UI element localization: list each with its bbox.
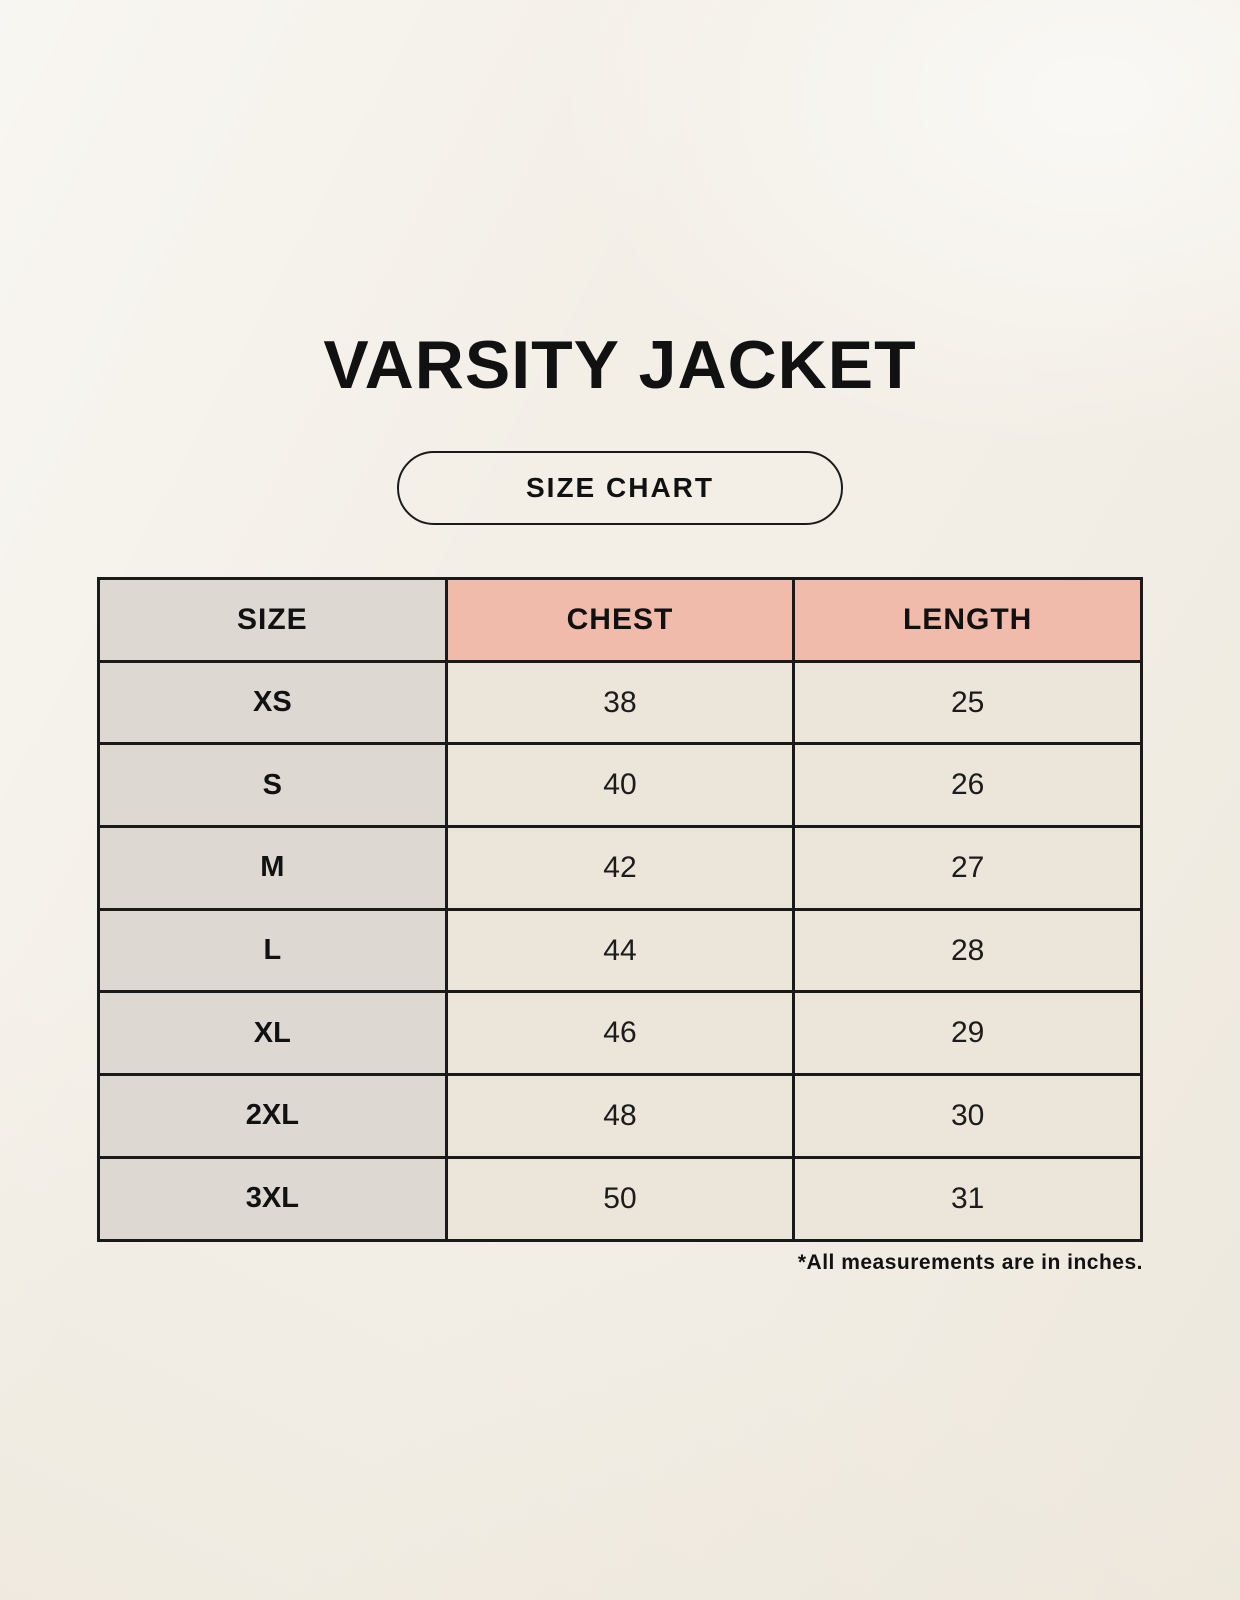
table-row: 3XL 50 31 [97,1155,1143,1242]
size-cell: 2XL [97,1073,448,1159]
chest-cell: 40 [444,742,796,829]
measurements-footnote: *All measurements are in inches. [797,1250,1143,1274]
size-cell: L [97,907,448,994]
chest-cell: 46 [444,990,796,1077]
size-table-container: SIZE CHEST LENGTH XS 38 25 S 40 26 M 42 27 L 44 28 X… [97,577,1143,1275]
size-table-body: XS 38 25 S 40 26 M 42 27 L 44 28 XL 46 29 2XL 48 30 3XL 50 3… [97,659,1143,1242]
table-row: XL 46 29 [97,990,1143,1077]
chest-cell: 38 [444,659,796,746]
length-cell: 29 [792,990,1143,1077]
length-cell: 26 [792,742,1143,829]
size-chart-badge[interactable]: SIZE CHART [397,451,843,525]
chest-cell: 50 [444,1155,796,1242]
table-row: S 40 26 [97,742,1143,829]
length-cell: 27 [792,825,1143,911]
size-chart-badge-label: SIZE CHART [526,472,714,503]
column-header-size: SIZE [97,577,448,663]
table-row: L 44 28 [97,907,1143,994]
header-row: SIZE CHEST LENGTH [97,577,1143,663]
size-cell: 3XL [97,1155,448,1242]
length-cell: 30 [792,1073,1143,1159]
size-cell: XL [97,990,448,1077]
length-cell: 25 [792,659,1143,746]
size-cell: XS [97,659,448,746]
chest-cell: 48 [444,1073,796,1159]
page-title: VARSITY JACKET [323,327,917,403]
table-row: M 42 27 [97,825,1143,911]
length-cell: 28 [792,907,1143,994]
table-row: XS 38 25 [97,659,1143,746]
size-table-header: SIZE CHEST LENGTH [97,577,1143,663]
size-table: SIZE CHEST LENGTH XS 38 25 S 40 26 M 42 27 L 44 28 X… [97,577,1143,1242]
length-cell: 31 [792,1155,1143,1242]
column-header-chest: CHEST [444,577,796,663]
size-cell: M [97,825,448,911]
chest-cell: 44 [444,907,796,994]
size-cell: S [97,742,448,829]
column-header-length: LENGTH [792,577,1143,663]
chest-cell: 42 [444,825,796,911]
table-row: 2XL 48 30 [97,1073,1143,1159]
